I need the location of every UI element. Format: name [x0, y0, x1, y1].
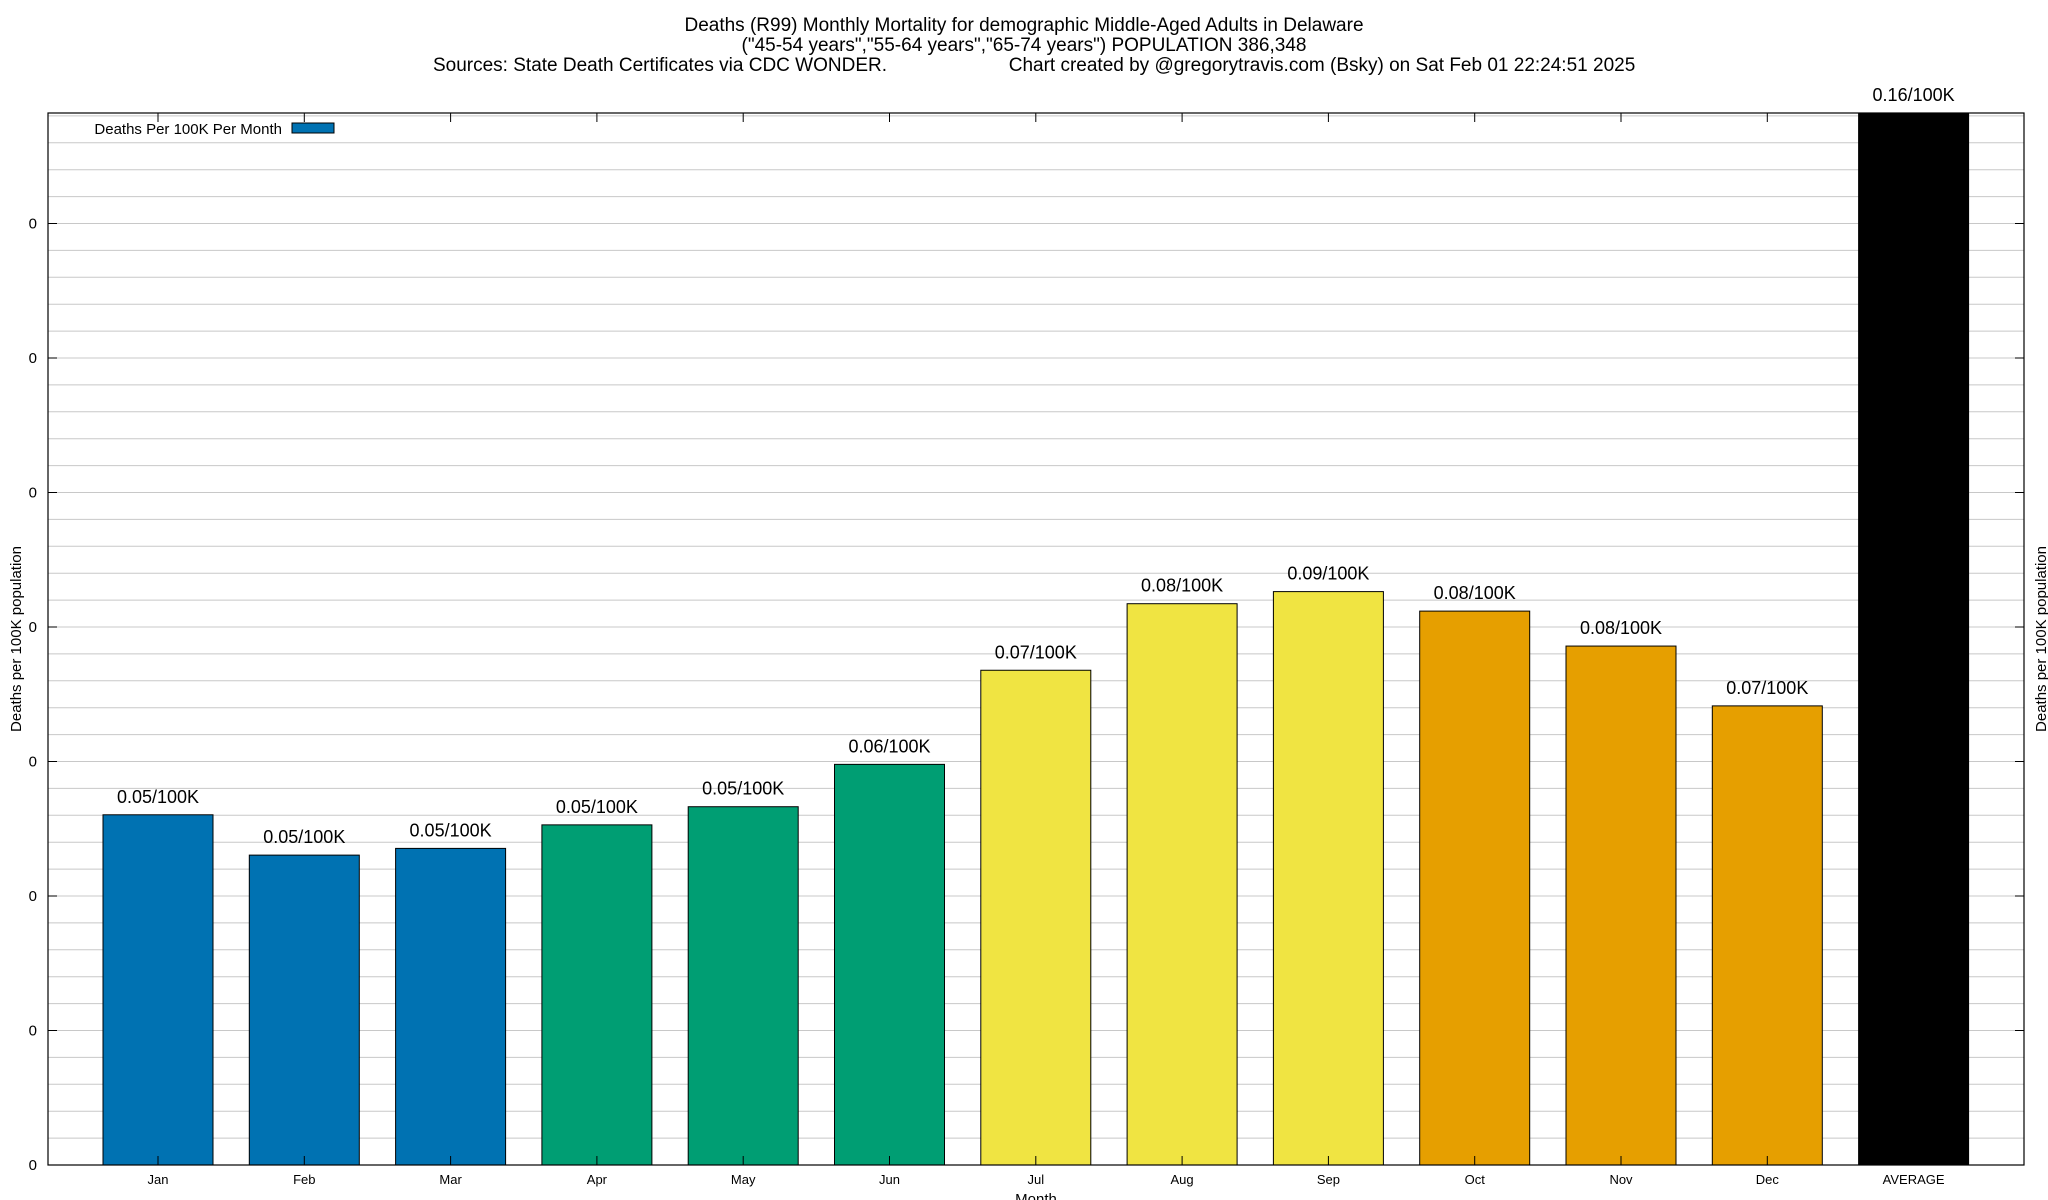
x-tick-label: Nov	[1609, 1172, 1633, 1187]
legend-label: Deaths Per 100K Per Month	[94, 121, 282, 138]
bar-mar	[395, 847, 507, 1166]
data-label: 0.09/100K	[1287, 564, 1369, 584]
plot-frame	[47, 112, 2025, 1166]
data-label: 0.08/100K	[1434, 583, 1516, 603]
data-label: 0.05/100K	[702, 779, 784, 799]
bar-dec	[1711, 705, 1823, 1166]
y-tick-label: 0	[29, 216, 37, 233]
chart-title-line-2: ("45-54 years","55-64 years","65-74 year…	[742, 35, 1307, 56]
data-label: 0.05/100K	[263, 827, 345, 847]
y-tick-label: 0	[29, 350, 37, 367]
data-label: 0.07/100K	[1726, 678, 1808, 698]
y-tick-label: 0	[29, 1157, 37, 1174]
bar-jan	[102, 814, 214, 1166]
x-axis-label: Month	[1015, 1191, 1057, 1200]
data-labels: 0.05/100K 0.05/100K 0.05/100K 0.05/100K 0.05…	[117, 85, 1955, 847]
legend-swatch	[291, 122, 335, 134]
bar-jul	[980, 669, 1092, 1166]
bar-jun	[834, 763, 945, 1166]
x-tick-label: Mar	[439, 1172, 462, 1187]
data-label: 0.16/100K	[1873, 85, 1955, 105]
chart-sources: Sources: State Death Certificates via CD…	[433, 55, 887, 76]
chart-title-line-1: Deaths (R99) Monthly Mortality for demog…	[684, 15, 1363, 36]
data-label: 0.08/100K	[1141, 576, 1223, 596]
bar-aug	[1126, 603, 1238, 1166]
x-tick-label: Sep	[1317, 1172, 1340, 1187]
x-axis-ticks: Jan Feb Mar Apr May Jun Jul Aug Sep Oct Nov Dec AVER…	[148, 113, 1945, 1187]
x-tick-label: May	[731, 1172, 756, 1187]
y-tick-label: 0	[29, 485, 37, 502]
x-tick-label: Dec	[1756, 1172, 1780, 1187]
bar-nov	[1565, 645, 1677, 1166]
legend: Deaths Per 100K Per Month	[94, 121, 335, 138]
y-tick-label: 0	[29, 888, 37, 905]
data-label: 0.05/100K	[556, 797, 638, 817]
bar-feb	[248, 854, 360, 1166]
chart-titles: Deaths (R99) Monthly Mortality for demog…	[433, 15, 1635, 76]
data-label: 0.05/100K	[117, 787, 199, 807]
y-tick-label: 0	[29, 1023, 37, 1040]
x-tick-label: AVERAGE	[1883, 1172, 1945, 1187]
data-label: 0.07/100K	[995, 642, 1077, 662]
x-tick-label: Apr	[587, 1172, 608, 1187]
bar-apr	[541, 824, 653, 1166]
y-tick-label: 0	[29, 619, 37, 636]
x-tick-label: Jan	[148, 1172, 169, 1187]
y-axis-label-right: Deaths per 100K population	[2033, 546, 2048, 732]
y-axis-label-left: Deaths per 100K population	[8, 546, 25, 732]
y-axis-ticks: 0 0 0 0 0 0 0 0	[29, 216, 2024, 1174]
data-label: 0.06/100K	[848, 736, 930, 756]
bar-average	[1858, 112, 1970, 1166]
x-tick-label: Jun	[879, 1172, 900, 1187]
x-tick-label: Oct	[1465, 1172, 1486, 1187]
bar-sep	[1272, 591, 1384, 1166]
x-tick-label: Feb	[293, 1172, 315, 1187]
x-tick-label: Jul	[1027, 1172, 1044, 1187]
bar-may	[687, 806, 799, 1166]
bars	[102, 112, 1970, 1166]
x-tick-label: Aug	[1171, 1172, 1194, 1187]
bar-oct	[1419, 610, 1531, 1166]
chart-credit: Chart created by @gregorytravis.com (Bsk…	[1009, 55, 1636, 76]
y-tick-label: 0	[29, 754, 37, 771]
data-label: 0.05/100K	[410, 820, 492, 840]
data-label: 0.08/100K	[1580, 618, 1662, 638]
